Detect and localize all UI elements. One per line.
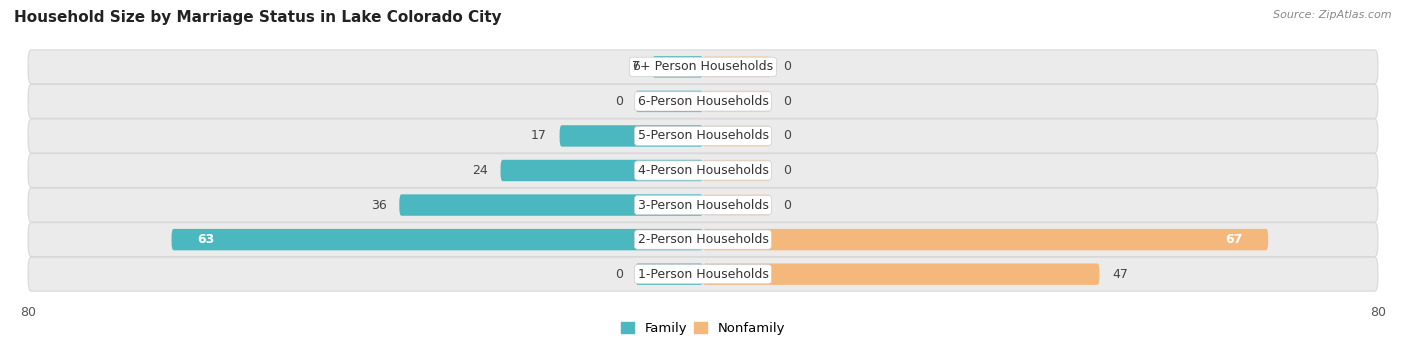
Text: 5-Person Households: 5-Person Households (637, 130, 769, 143)
FancyBboxPatch shape (703, 194, 770, 216)
Text: 0: 0 (783, 164, 792, 177)
Text: 0: 0 (783, 198, 792, 211)
Text: 17: 17 (531, 130, 547, 143)
FancyBboxPatch shape (636, 91, 703, 112)
Text: 6: 6 (631, 60, 640, 73)
FancyBboxPatch shape (28, 119, 1378, 153)
FancyBboxPatch shape (703, 229, 1268, 250)
FancyBboxPatch shape (28, 153, 1378, 188)
FancyBboxPatch shape (703, 56, 770, 77)
FancyBboxPatch shape (28, 223, 1378, 256)
FancyBboxPatch shape (652, 56, 703, 77)
Text: 0: 0 (783, 130, 792, 143)
Text: 67: 67 (1226, 233, 1243, 246)
Text: 2-Person Households: 2-Person Households (637, 233, 769, 246)
Legend: Family, Nonfamily: Family, Nonfamily (616, 316, 790, 340)
FancyBboxPatch shape (28, 50, 1378, 84)
FancyBboxPatch shape (28, 257, 1378, 291)
Text: 0: 0 (614, 95, 623, 108)
Text: 1-Person Households: 1-Person Households (637, 268, 769, 281)
Text: Household Size by Marriage Status in Lake Colorado City: Household Size by Marriage Status in Lak… (14, 10, 502, 25)
FancyBboxPatch shape (703, 160, 770, 181)
FancyBboxPatch shape (172, 229, 703, 250)
FancyBboxPatch shape (28, 188, 1378, 222)
Text: 4-Person Households: 4-Person Households (637, 164, 769, 177)
Text: 6-Person Households: 6-Person Households (637, 95, 769, 108)
FancyBboxPatch shape (501, 160, 703, 181)
FancyBboxPatch shape (28, 85, 1378, 118)
Text: 0: 0 (783, 60, 792, 73)
FancyBboxPatch shape (399, 194, 703, 216)
FancyBboxPatch shape (703, 264, 1099, 285)
Text: 63: 63 (197, 233, 214, 246)
Text: Source: ZipAtlas.com: Source: ZipAtlas.com (1274, 10, 1392, 20)
FancyBboxPatch shape (636, 264, 703, 285)
Text: 24: 24 (472, 164, 488, 177)
Text: 0: 0 (783, 95, 792, 108)
Text: 47: 47 (1112, 268, 1128, 281)
FancyBboxPatch shape (560, 125, 703, 147)
Text: 7+ Person Households: 7+ Person Households (633, 60, 773, 73)
FancyBboxPatch shape (703, 125, 770, 147)
Text: 3-Person Households: 3-Person Households (637, 198, 769, 211)
Text: 0: 0 (614, 268, 623, 281)
FancyBboxPatch shape (703, 91, 770, 112)
Text: 36: 36 (371, 198, 387, 211)
